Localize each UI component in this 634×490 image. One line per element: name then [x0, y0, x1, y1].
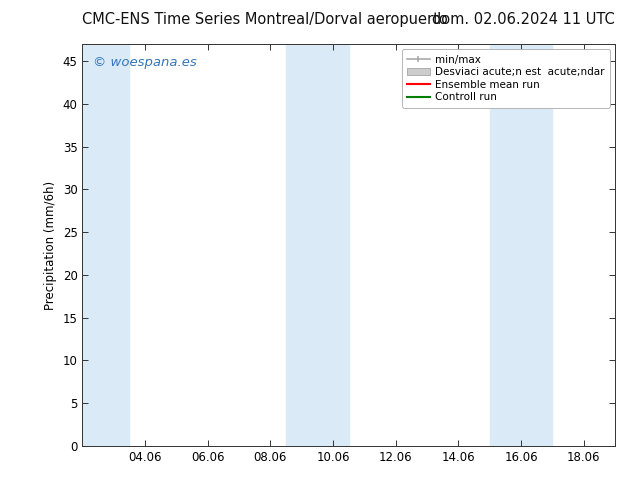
- Bar: [82, 44, 129, 446]
- Text: © woespana.es: © woespana.es: [93, 56, 197, 69]
- Bar: [489, 44, 552, 446]
- Bar: [286, 44, 349, 446]
- Text: dom. 02.06.2024 11 UTC: dom. 02.06.2024 11 UTC: [432, 12, 615, 27]
- Y-axis label: Precipitation (mm/6h): Precipitation (mm/6h): [44, 180, 57, 310]
- Text: CMC-ENS Time Series Montreal/Dorval aeropuerto: CMC-ENS Time Series Montreal/Dorval aero…: [82, 12, 448, 27]
- Legend: min/max, Desviaci acute;n est  acute;ndar, Ensemble mean run, Controll run: min/max, Desviaci acute;n est acute;ndar…: [402, 49, 610, 107]
